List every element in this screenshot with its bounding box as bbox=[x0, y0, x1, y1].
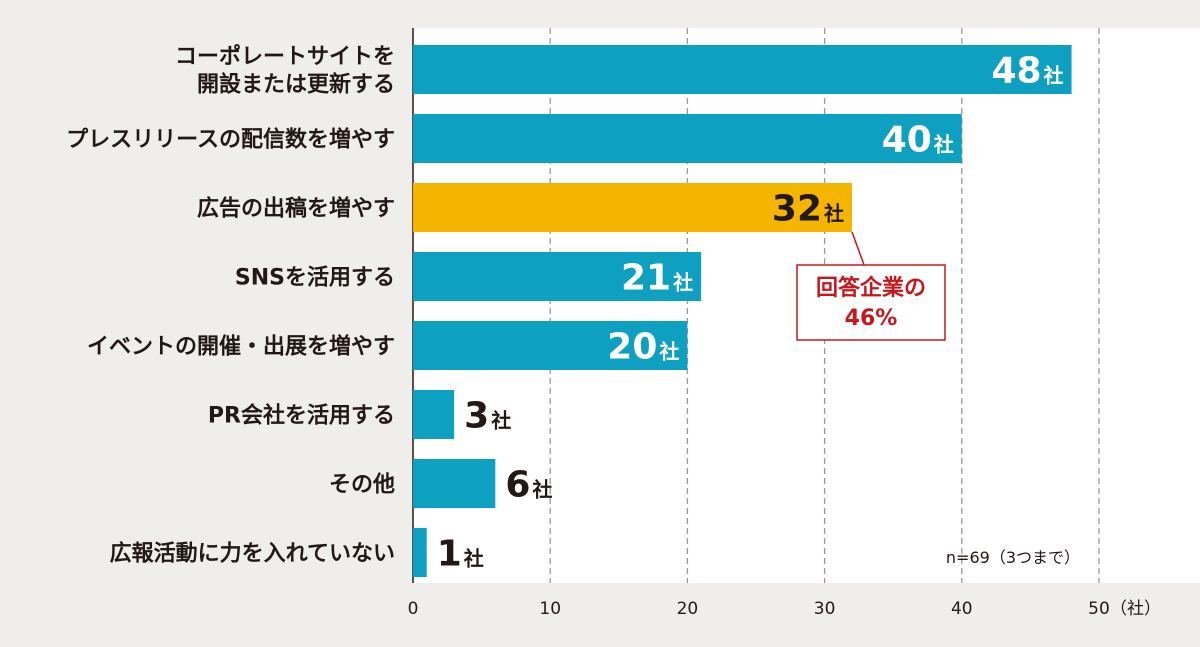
category-label: プレスリリースの配信数を増やす bbox=[66, 127, 395, 153]
x-tick-label: 40 bbox=[951, 599, 973, 619]
bar bbox=[413, 114, 962, 163]
x-tick-label: 0 bbox=[408, 599, 419, 619]
category-label: コーポレートサイトを bbox=[175, 44, 395, 70]
bar bbox=[413, 183, 853, 232]
bar bbox=[413, 459, 496, 508]
bar bbox=[413, 528, 427, 577]
bar bbox=[413, 45, 1072, 94]
value-label: 21 社 bbox=[621, 258, 693, 299]
category-label: 広報活動に力を入れていない bbox=[110, 541, 395, 567]
value-label: 48 社 bbox=[991, 51, 1063, 92]
bar bbox=[413, 390, 455, 439]
category-label: PR会社を活用する bbox=[208, 403, 395, 429]
callout-box bbox=[796, 264, 946, 341]
x-tick-label: 10 bbox=[539, 599, 561, 619]
category-label: イベントの開催・出展を増やす bbox=[87, 334, 395, 360]
value-label: 40 社 bbox=[882, 120, 954, 161]
x-tick-label: 20 bbox=[677, 599, 699, 619]
callout-leader-line bbox=[851, 231, 865, 266]
sample-size-note: n=69（3つまで） bbox=[946, 548, 1080, 567]
value-label: 20 社 bbox=[607, 327, 679, 368]
bar bbox=[413, 252, 702, 301]
x-axis-unit-label: （社） bbox=[1110, 599, 1161, 619]
callout-text: 46% bbox=[845, 306, 898, 331]
x-tick-label: 50 bbox=[1088, 599, 1110, 619]
category-label: その他 bbox=[329, 473, 395, 498]
x-tick-label: 30 bbox=[814, 599, 836, 619]
callout-text: 回答企業の bbox=[816, 275, 926, 301]
bar bbox=[413, 321, 688, 370]
category-label: SNSを活用する bbox=[235, 266, 395, 291]
value-label: 32 社 bbox=[772, 189, 844, 230]
category-label: 広告の出稿を増やす bbox=[197, 196, 395, 222]
category-label: 開設または更新する bbox=[197, 72, 395, 98]
